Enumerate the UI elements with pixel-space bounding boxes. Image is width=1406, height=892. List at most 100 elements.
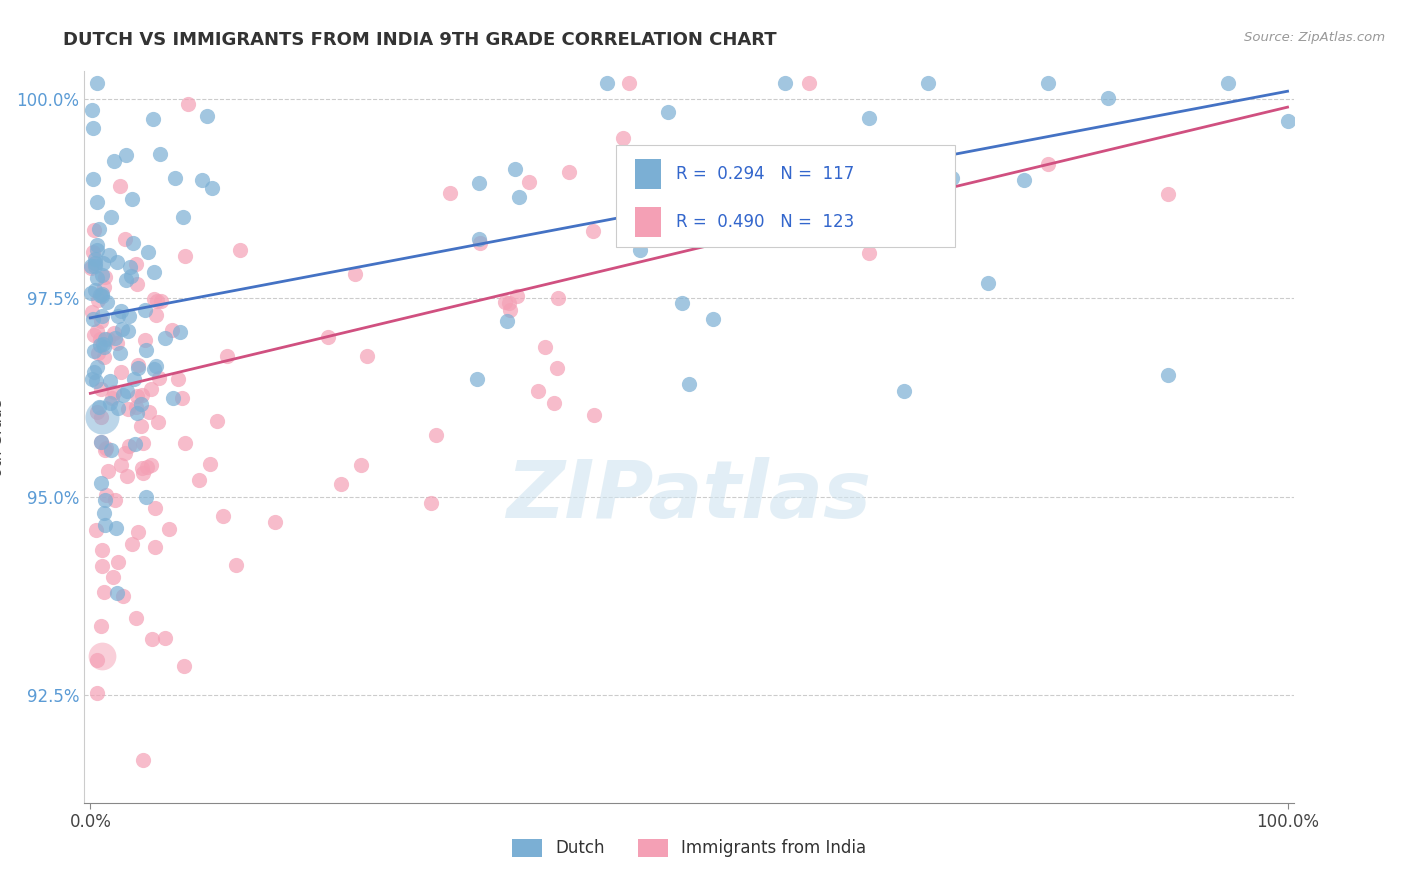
Point: [97, 333, 120, 347]
Point: [90, 435, 112, 450]
Point: [1216, 76, 1239, 90]
Point: [100, 443, 122, 458]
Point: [93, 256, 115, 270]
Point: [211, 508, 233, 523]
Point: [596, 76, 619, 90]
Point: [86, 194, 108, 209]
Point: [143, 501, 166, 516]
Point: [495, 314, 517, 328]
Point: [198, 457, 221, 471]
Point: [107, 309, 129, 323]
Point: [349, 458, 371, 473]
Point: [1277, 113, 1299, 128]
Point: [420, 496, 443, 510]
Point: [1157, 186, 1180, 201]
Point: [169, 325, 191, 339]
Text: R =  0.294   N =  117: R = 0.294 N = 117: [676, 165, 853, 183]
Point: [94, 493, 117, 508]
Point: [893, 384, 915, 399]
Point: [617, 76, 640, 90]
Point: [110, 304, 132, 318]
Point: [149, 146, 172, 161]
Point: [84, 260, 107, 274]
Point: [356, 349, 378, 363]
Point: [104, 331, 127, 345]
Point: [125, 277, 148, 291]
Point: [82, 312, 104, 326]
Point: [654, 171, 676, 186]
Point: [93, 506, 115, 520]
Point: [160, 323, 183, 337]
Point: [163, 171, 186, 186]
Point: [1157, 368, 1180, 382]
Point: [103, 384, 125, 399]
Point: [228, 243, 250, 257]
Point: [702, 312, 724, 326]
Point: [115, 468, 138, 483]
Point: [439, 186, 461, 201]
Point: [174, 436, 197, 450]
Y-axis label: 9th Grade: 9th Grade: [0, 399, 6, 475]
Point: [425, 428, 447, 442]
Point: [107, 401, 129, 415]
Point: [145, 359, 167, 373]
Point: [124, 257, 146, 271]
Point: [142, 264, 165, 278]
Point: [125, 400, 148, 414]
Point: [91, 268, 114, 282]
Point: [546, 360, 568, 375]
Point: [170, 391, 193, 405]
Point: [90, 382, 112, 396]
Point: [86, 360, 108, 375]
Text: DUTCH VS IMMIGRANTS FROM INDIA 9TH GRADE CORRELATION CHART: DUTCH VS IMMIGRANTS FROM INDIA 9TH GRADE…: [63, 31, 778, 49]
Point: [104, 521, 127, 535]
Point: [89, 401, 111, 415]
Point: [150, 293, 173, 308]
Point: [558, 164, 581, 178]
Point: [80, 372, 103, 386]
Point: [93, 280, 115, 294]
Point: [142, 361, 165, 376]
Point: [86, 270, 108, 285]
Point: [762, 211, 785, 225]
Point: [131, 461, 153, 475]
Point: [135, 343, 157, 357]
Point: [84, 256, 107, 270]
Point: [141, 632, 163, 646]
Point: [614, 195, 637, 210]
Point: [103, 326, 125, 340]
Point: [83, 343, 105, 358]
Point: [201, 180, 224, 194]
Point: [1036, 76, 1059, 90]
Point: [90, 619, 112, 633]
Bar: [634, 208, 661, 236]
Point: [941, 171, 963, 186]
Point: [583, 408, 606, 422]
Point: [91, 542, 114, 557]
Point: [468, 176, 491, 190]
Point: [104, 492, 127, 507]
Text: ZIPatlas: ZIPatlas: [506, 457, 872, 534]
Point: [117, 324, 139, 338]
Point: [503, 161, 526, 176]
Point: [217, 349, 239, 363]
Point: [343, 268, 366, 282]
Point: [195, 110, 218, 124]
Point: [678, 376, 700, 391]
Point: [83, 327, 105, 342]
Point: [90, 314, 112, 328]
Point: [86, 405, 108, 419]
Point: [977, 276, 1000, 290]
Point: [858, 246, 880, 260]
Point: [797, 220, 820, 235]
Point: [205, 414, 228, 428]
Point: [120, 260, 142, 274]
Point: [153, 632, 176, 646]
Point: [86, 325, 108, 339]
Point: [115, 273, 138, 287]
Point: [83, 365, 105, 379]
Point: [225, 558, 247, 572]
Point: [582, 224, 605, 238]
Point: [105, 585, 128, 599]
Point: [98, 396, 121, 410]
